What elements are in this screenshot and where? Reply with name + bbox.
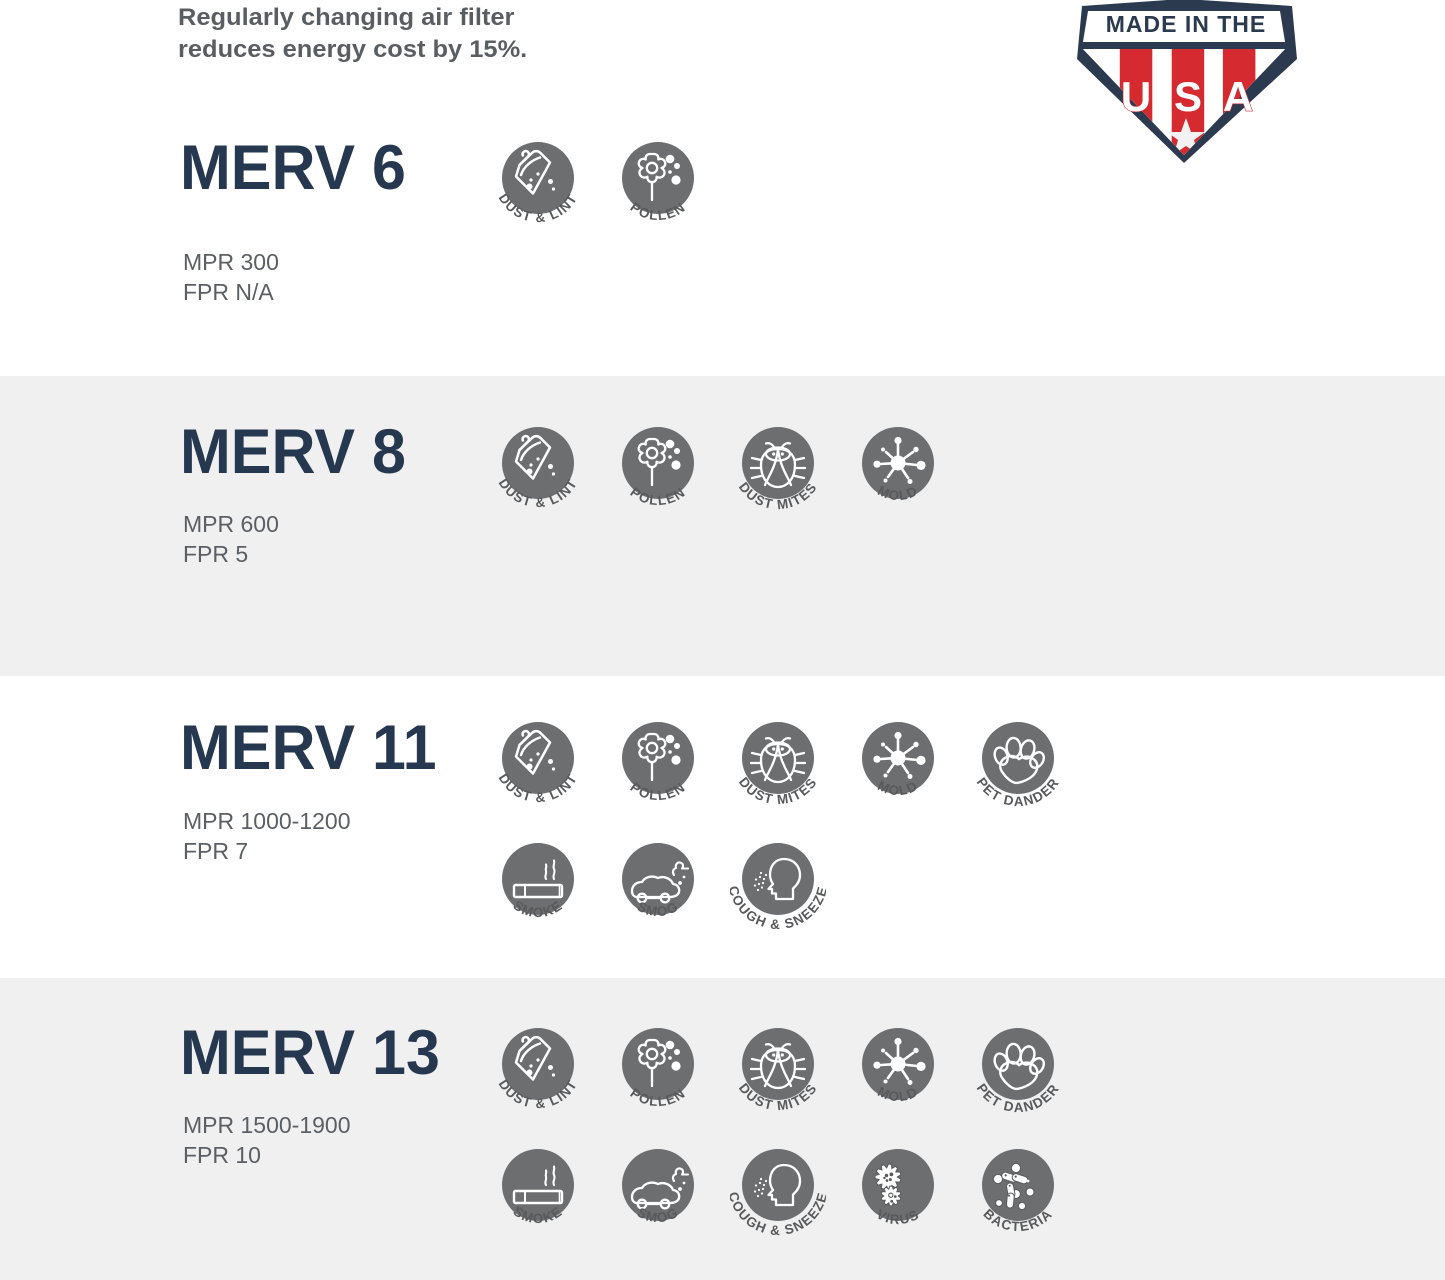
svg-text:U: U bbox=[1121, 73, 1151, 120]
svg-text:S: S bbox=[1174, 73, 1202, 120]
svg-text:MADE IN THE: MADE IN THE bbox=[1106, 11, 1267, 37]
svg-text:A: A bbox=[1223, 73, 1253, 120]
